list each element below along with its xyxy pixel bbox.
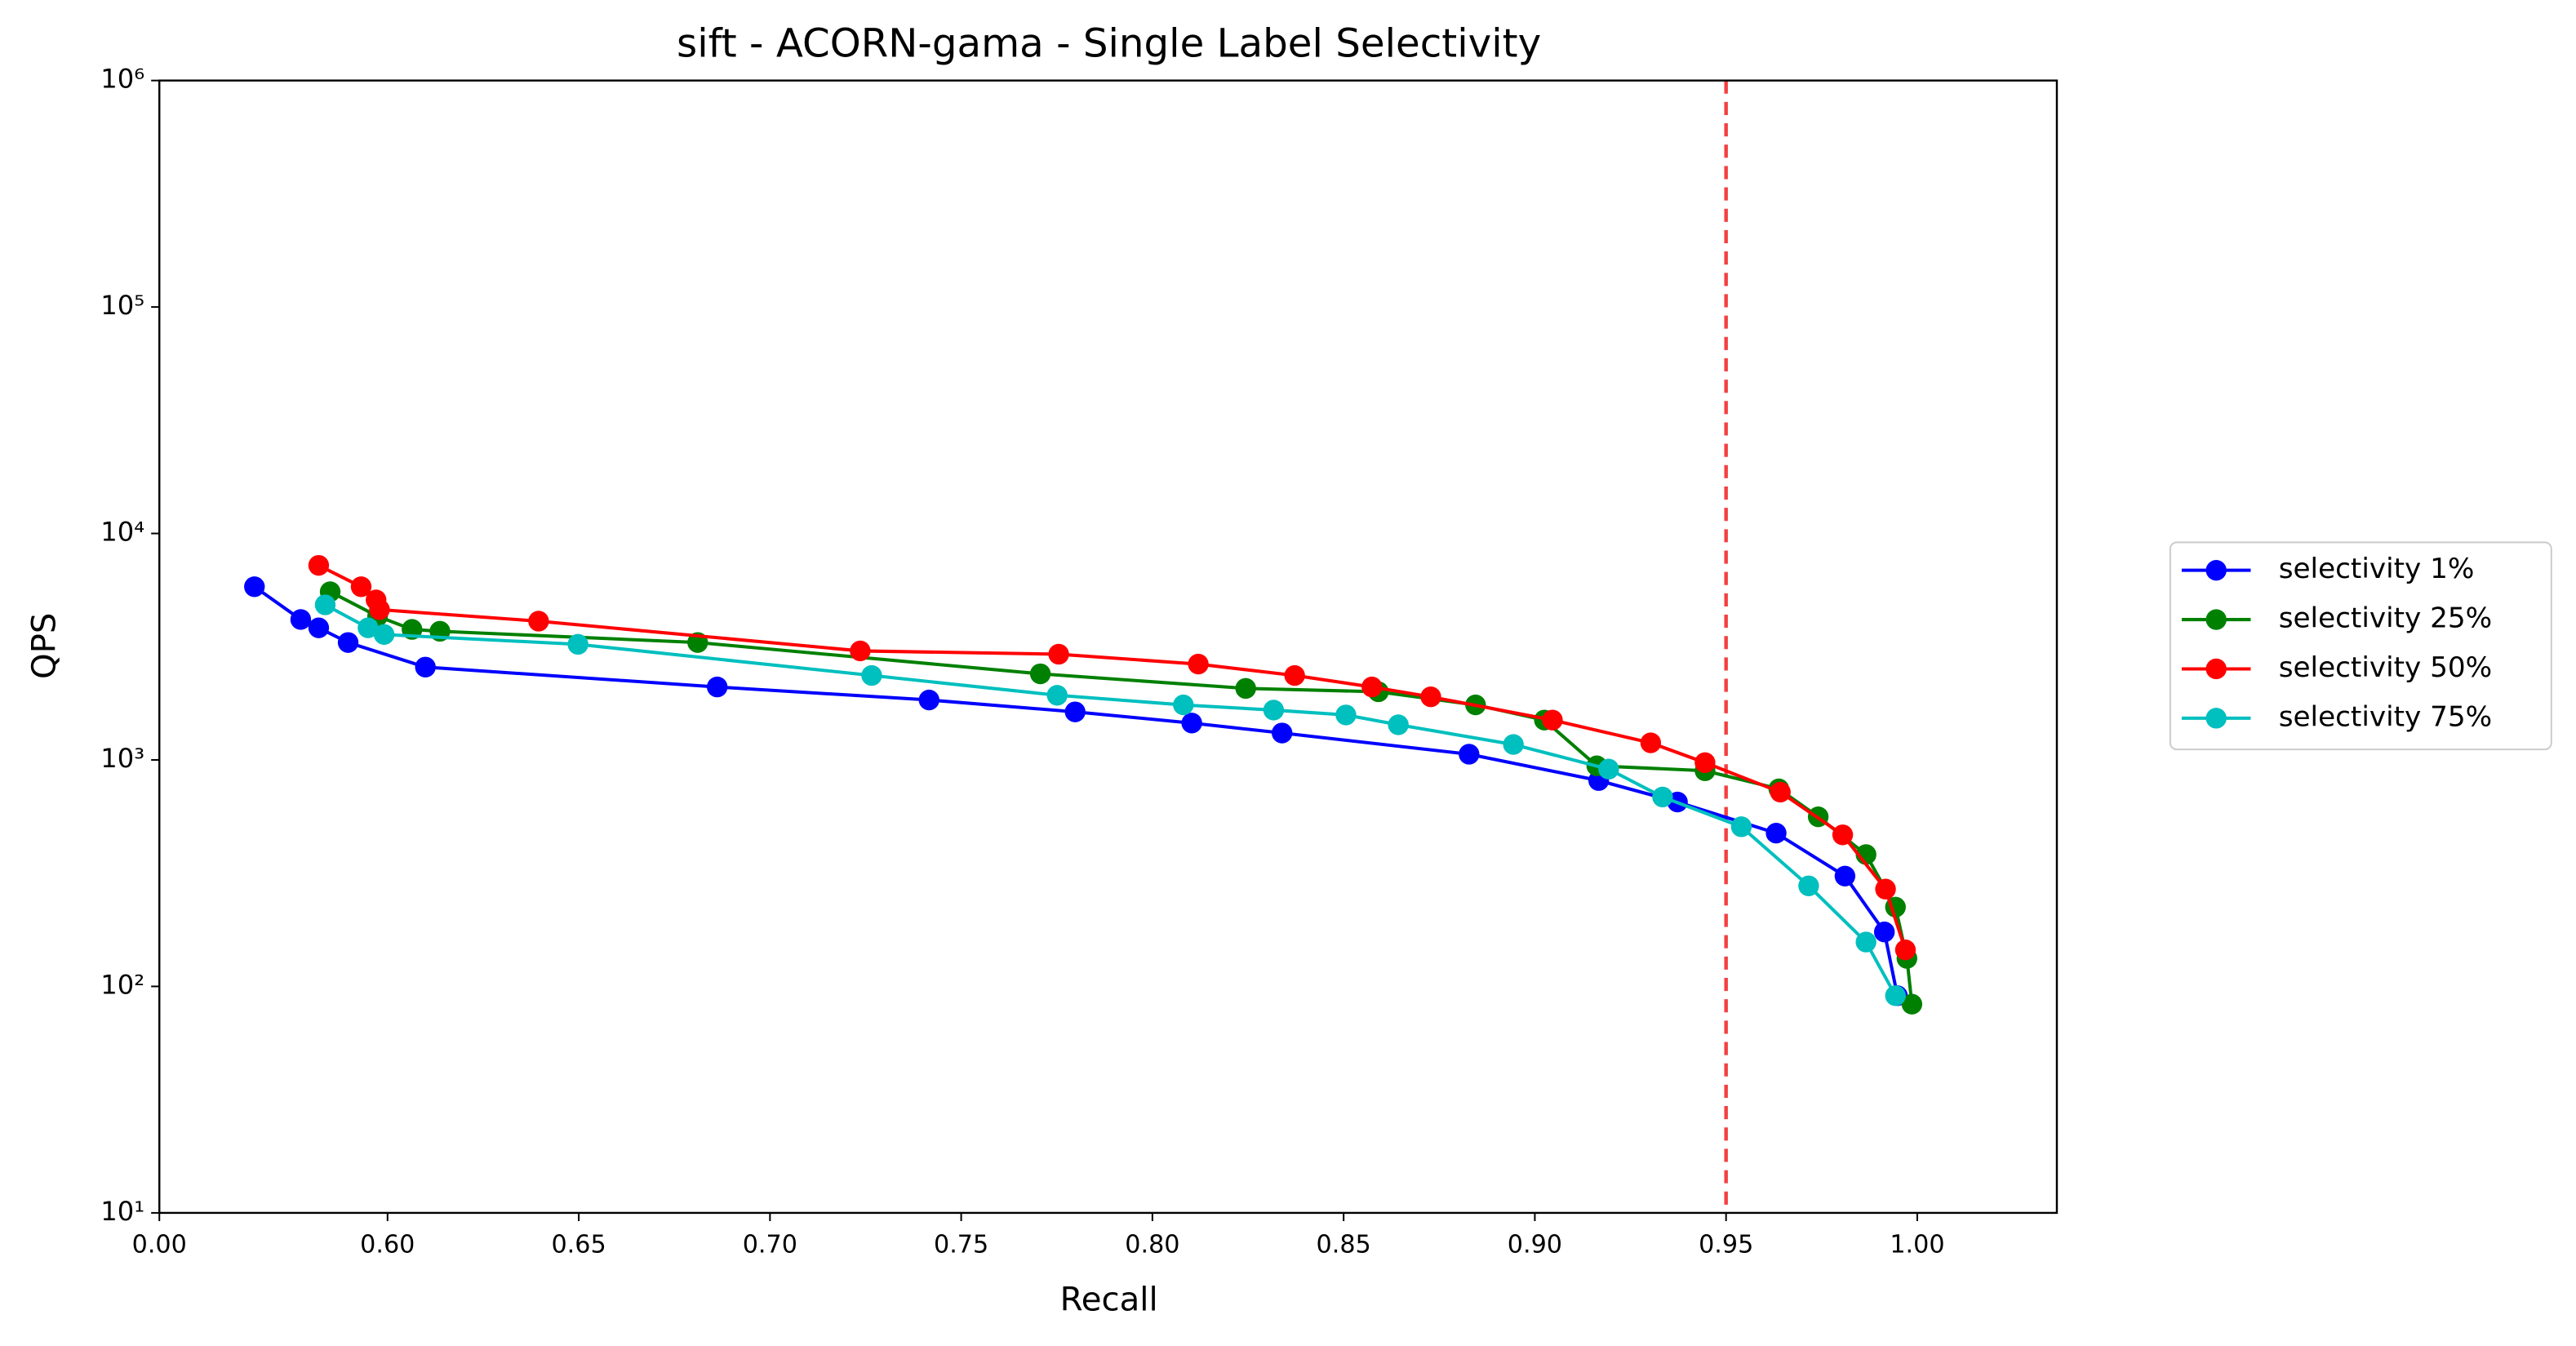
data-point <box>1832 824 1854 846</box>
x-tick-label: 1.00 <box>1890 1231 1944 1259</box>
data-point <box>528 611 549 632</box>
data-point <box>1388 714 1409 735</box>
data-point <box>1798 875 1819 896</box>
data-point <box>1272 722 1293 744</box>
data-point <box>415 656 436 677</box>
y-tick-label: 10³ <box>100 743 144 774</box>
x-axis-label: Recall <box>1060 1282 1158 1319</box>
y-tick-label: 10¹ <box>100 1196 144 1227</box>
data-point <box>1459 744 1480 765</box>
data-point <box>1503 734 1524 755</box>
axes-frame <box>158 79 2059 1215</box>
data-point <box>1048 643 1069 665</box>
data-point <box>1046 685 1068 706</box>
data-point <box>1901 993 1923 1015</box>
x-tick-label: 0.60 <box>360 1231 415 1259</box>
data-point <box>1029 663 1051 685</box>
x-tick-label: 0.75 <box>934 1231 988 1259</box>
legend-marker <box>2205 609 2227 630</box>
chart-title: sift - ACORN-gama - Single Label Selecti… <box>677 20 1541 66</box>
data-point <box>1885 985 1906 1006</box>
legend-box <box>2169 541 2552 751</box>
data-point <box>1542 709 1563 731</box>
y-axis-label: QPS <box>25 613 63 680</box>
data-point <box>1173 694 1194 716</box>
x-tick-label: 0.85 <box>1317 1231 1371 1259</box>
data-point <box>308 617 330 638</box>
x-tick-label: 0.95 <box>1699 1231 1753 1259</box>
plot-area <box>244 80 1923 1213</box>
data-point <box>1652 786 1673 808</box>
data-point <box>1770 781 1791 803</box>
data-point <box>1834 865 1856 886</box>
data-point <box>337 632 359 653</box>
data-point <box>1284 664 1305 686</box>
data-point <box>373 624 395 646</box>
data-point <box>918 689 939 711</box>
legend-label: selectivity 25% <box>2279 602 2493 635</box>
data-point <box>369 599 390 620</box>
data-point <box>244 576 265 597</box>
data-point <box>1064 701 1086 722</box>
data-point <box>1873 922 1895 943</box>
series-line <box>318 563 1908 951</box>
x-tick-label: 0.80 <box>1125 1231 1179 1259</box>
data-point <box>1235 677 1256 700</box>
data-point <box>1894 940 1916 961</box>
x-tick-label: 0.00 <box>132 1231 187 1259</box>
legend-marker <box>2205 658 2227 680</box>
data-point <box>850 640 871 662</box>
data-point <box>358 617 379 638</box>
data-point <box>1335 704 1357 726</box>
legend-label: selectivity 75% <box>2279 700 2493 733</box>
data-point <box>1420 686 1441 708</box>
legend-label: selectivity 50% <box>2279 651 2493 684</box>
data-point <box>861 664 882 686</box>
data-point <box>1730 816 1752 837</box>
data-point <box>1875 878 1896 900</box>
data-point <box>706 676 728 698</box>
data-point <box>1188 653 1209 675</box>
legend-marker <box>2205 708 2227 729</box>
x-tick-label: 0.70 <box>743 1231 797 1259</box>
data-point <box>1598 758 1619 780</box>
legend-label: selectivity 1% <box>2279 553 2475 585</box>
data-point <box>1181 713 1202 734</box>
data-point <box>1263 700 1285 721</box>
data-point <box>1855 931 1876 953</box>
x-tick-label: 0.65 <box>551 1231 606 1259</box>
legend-marker <box>2205 559 2227 581</box>
data-point <box>314 594 336 615</box>
data-point <box>567 633 588 655</box>
y-tick-label: 10² <box>100 969 144 1000</box>
data-point <box>350 576 372 597</box>
data-point <box>1361 676 1383 698</box>
data-point <box>308 554 330 576</box>
data-point <box>1765 823 1787 844</box>
legend: selectivity 1% selectivity 25% selectivity… <box>2181 553 2493 733</box>
y-tick-label: 10⁵ <box>100 290 144 321</box>
y-tick-label: 10⁴ <box>100 517 144 548</box>
data-point <box>290 609 312 630</box>
y-tick-label: 10⁶ <box>100 64 144 95</box>
data-point <box>1694 752 1716 773</box>
data-point <box>1640 732 1662 753</box>
x-tick-label: 0.90 <box>1508 1231 1562 1259</box>
